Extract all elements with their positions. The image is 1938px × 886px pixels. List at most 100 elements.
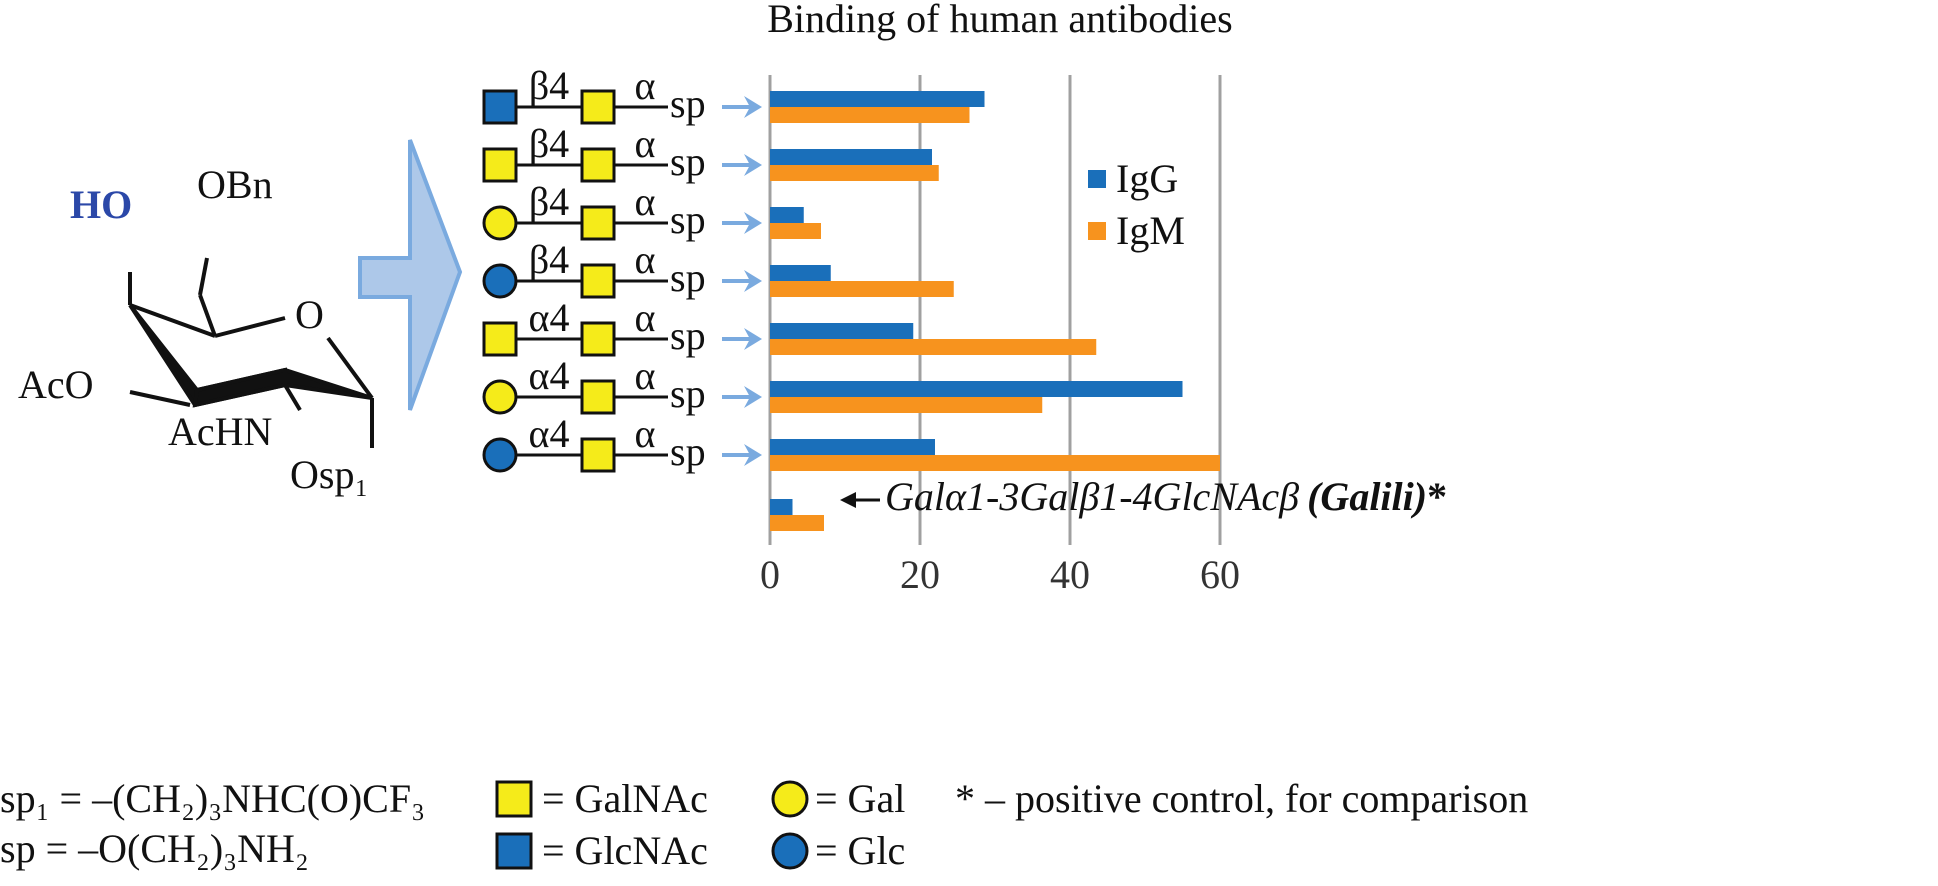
glycan-gal-α4: α4 α sp — [482, 353, 762, 416]
glycan-glcnac-β4: β4 α sp — [482, 63, 762, 126]
big-arrow-icon — [358, 139, 463, 411]
arrow-right-icon — [744, 270, 762, 292]
linkage-label: β4 — [529, 63, 569, 108]
bar-igm — [770, 165, 939, 181]
anomer-label: α — [635, 121, 656, 166]
anomer-label: α — [635, 179, 656, 224]
glycan-gal-β4: β4 α sp — [482, 179, 762, 242]
sp1-definition: sp₁ = –(CH₂)₃NHC(O)CF₃ — [0, 776, 425, 821]
bar-igg — [770, 91, 985, 107]
linkage-label: β4 — [529, 121, 569, 166]
glc-circle-icon — [771, 832, 809, 870]
bar-igm — [770, 281, 954, 297]
glycan-galnac-β4: β4 α sp — [482, 121, 762, 184]
osp-label: Osp₁ — [290, 452, 368, 497]
spacer-label: sp — [670, 81, 706, 126]
galnac-square-icon — [482, 321, 518, 357]
glycan-galnac-α4: α4 α sp — [482, 295, 762, 358]
bar-igg — [770, 499, 793, 515]
galnac-square-icon — [495, 780, 533, 818]
legend-label-igg: IgG — [1116, 156, 1178, 201]
legend-swatch-igm — [1088, 222, 1106, 240]
spacer-label: sp — [670, 197, 706, 242]
arrow-right-icon — [744, 444, 762, 466]
arrow-right-icon — [744, 96, 762, 118]
gal-circle-icon — [482, 379, 518, 415]
x-axis-ticks: 0 20 40 60 — [760, 552, 1240, 597]
glcnac-square-icon — [495, 832, 533, 870]
arrow-right-icon — [744, 328, 762, 350]
spacer-label: sp — [670, 139, 706, 184]
bar-igg — [770, 207, 804, 223]
bar-igm — [770, 339, 1097, 355]
legend-swatch-igg — [1088, 170, 1106, 188]
arrow-right-icon — [744, 154, 762, 176]
bar-igm — [770, 455, 1220, 471]
gal-circle-icon — [482, 205, 518, 241]
galnac-square-icon — [580, 379, 616, 415]
x-tick-label: 20 — [900, 552, 940, 597]
galnac-square-icon — [580, 147, 616, 183]
sp-definition: sp = –O(CH₂)₃NH₂ — [0, 826, 309, 871]
glycan-glc-β4: β4 α sp — [482, 237, 762, 300]
galnac-square-icon — [580, 89, 616, 125]
anomer-label: α — [635, 295, 656, 340]
glc-circle-icon — [482, 263, 518, 299]
obn-label: OBn — [197, 162, 273, 207]
bar-igg — [770, 149, 932, 165]
footer-key: sp₁ = –(CH₂)₃NHC(O)CF₃ sp = –O(CH₂)₃NH₂ … — [0, 776, 1528, 873]
linkage-label: β4 — [529, 179, 569, 224]
anomer-label: α — [635, 353, 656, 398]
bar-igm — [770, 223, 821, 239]
galnac-key: = GalNAc — [542, 776, 708, 821]
bar-igg — [770, 381, 1183, 397]
galnac-square-icon — [580, 437, 616, 473]
aco-label: AcO — [18, 362, 94, 407]
anomer-label: α — [635, 411, 656, 456]
x-tick-label: 0 — [760, 552, 780, 597]
molecule-structure — [128, 257, 374, 448]
spacer-label: sp — [670, 313, 706, 358]
galnac-square-icon — [580, 321, 616, 357]
glc-circle-icon — [482, 437, 518, 473]
bar-igg — [770, 323, 914, 339]
glcnac-key: = GlcNAc — [542, 828, 708, 873]
bar-igm — [770, 397, 1043, 413]
hydroxyl-label: HO — [70, 182, 132, 227]
achn-label: AcHN — [168, 409, 272, 454]
bar-igm — [770, 515, 824, 531]
galnac-square-icon — [482, 147, 518, 183]
x-tick-label: 60 — [1200, 552, 1240, 597]
bar-igg — [770, 265, 831, 281]
spacer-label: sp — [670, 429, 706, 474]
gal-circle-icon — [771, 780, 809, 818]
anomer-label: α — [635, 237, 656, 282]
bar-igm — [770, 107, 970, 123]
chart-title: Binding of human antibodies — [767, 0, 1233, 41]
positive-control-note: * – positive control, for comparison — [955, 776, 1528, 821]
legend-label-igm: IgM — [1116, 208, 1185, 253]
spacer-label: sp — [670, 371, 706, 416]
linkage-label: α4 — [529, 411, 570, 456]
gal-key: = Gal — [815, 776, 905, 821]
glcnac-square-icon — [482, 89, 518, 125]
arrow-right-icon — [744, 212, 762, 234]
glc-key: = Glc — [815, 828, 905, 873]
arrow-left-icon — [840, 492, 856, 508]
spacer-label: sp — [670, 255, 706, 300]
linkage-label: α4 — [529, 295, 570, 340]
galnac-square-icon — [580, 205, 616, 241]
chart-legend: IgG IgM — [1088, 156, 1185, 253]
linkage-label: β4 — [529, 237, 569, 282]
linkage-label: α4 — [529, 353, 570, 398]
glycan-glc-α4: α4 α sp — [482, 411, 762, 474]
x-tick-label: 40 — [1050, 552, 1090, 597]
bar-igg — [770, 439, 935, 455]
galnac-square-icon — [580, 263, 616, 299]
galili-label: Galα1-3Galβ1-4GlcNAcβ (Galili)* — [885, 474, 1447, 519]
ring-oxygen-label: O — [295, 292, 324, 337]
arrow-right-icon — [744, 386, 762, 408]
anomer-label: α — [635, 63, 656, 108]
